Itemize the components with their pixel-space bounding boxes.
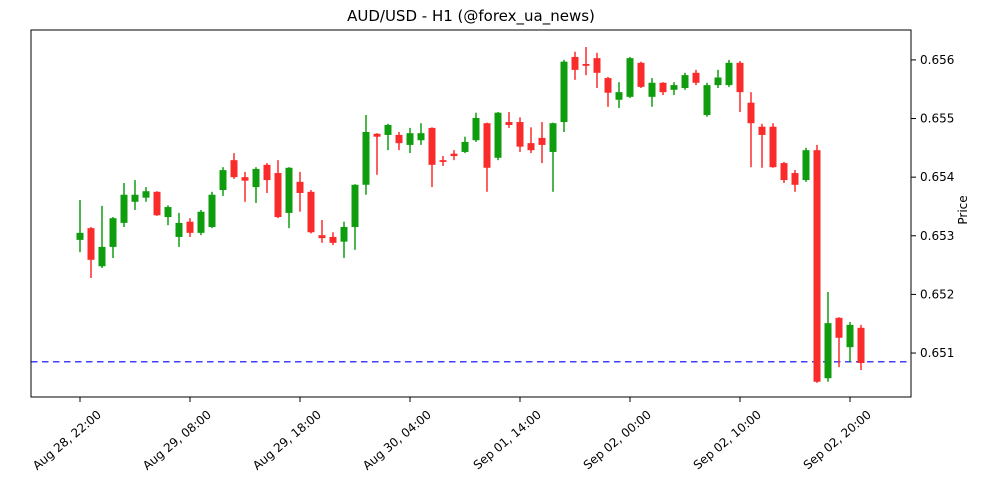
- y-tick-label: 0.654: [920, 170, 954, 184]
- candle-body-down: [736, 62, 744, 93]
- candle-body-down: [153, 191, 161, 216]
- candle-body-up: [406, 133, 414, 145]
- y-tick-label: 0.653: [920, 229, 954, 243]
- plot-dynamic-layer: 0.651 0.652 0.653 0.654 0.655 0.656 Aug 28, 22…: [30, 47, 954, 473]
- candle-body-up: [219, 170, 227, 191]
- candle-body-up: [703, 85, 711, 116]
- candle-body-down: [692, 72, 700, 83]
- candle-body-up: [681, 75, 689, 89]
- candle-body-up: [109, 218, 117, 247]
- candle-body-down: [329, 236, 337, 243]
- candle-body-down: [395, 134, 403, 144]
- candle-body-up: [351, 184, 359, 227]
- candle-body-up: [626, 58, 634, 97]
- candle-body-down: [307, 191, 315, 233]
- y-tick-label: 0.655: [920, 112, 954, 126]
- plot-frame: [30, 29, 912, 398]
- candle-body-down: [516, 122, 524, 147]
- candle-body-down: [428, 127, 436, 165]
- candle-body-down: [439, 160, 447, 162]
- candle-body-down: [296, 181, 304, 193]
- candle-body-up: [197, 211, 205, 233]
- candle-body-up: [362, 132, 370, 185]
- candle-body-up: [846, 324, 854, 348]
- candle-body-up: [494, 112, 502, 158]
- candle-body-up: [252, 168, 260, 188]
- candle-body-up: [802, 150, 810, 181]
- y-tick-label: 0.656: [920, 53, 954, 67]
- candle-body-up: [615, 92, 623, 100]
- y-axis-label: Price: [956, 195, 970, 224]
- candle-body-down: [505, 122, 513, 125]
- candle-body-up: [714, 77, 722, 86]
- candle-body-down: [813, 150, 821, 382]
- candle-body-down: [835, 317, 843, 338]
- x-tick-label: Aug 29, 18:00: [250, 408, 324, 473]
- candle-body-down: [637, 62, 645, 87]
- candle-body-down: [230, 160, 238, 178]
- candle-body-up: [549, 123, 557, 152]
- candle-body-down: [780, 163, 788, 181]
- candle-body-down: [659, 82, 667, 93]
- candle-body-down: [527, 143, 535, 151]
- chart-title: AUD/USD - H1 (@forex_ua_news): [347, 7, 595, 26]
- x-tick-label: Aug 30, 04:00: [360, 408, 434, 473]
- candle-body-up: [560, 61, 568, 123]
- candle-body-up: [120, 194, 128, 223]
- candle-body-up: [670, 85, 678, 90]
- candle-body-down: [186, 221, 194, 233]
- candle-body-up: [417, 133, 425, 141]
- candle-body-down: [538, 137, 546, 145]
- candle-body-up: [76, 232, 84, 240]
- candle-body-up: [164, 207, 172, 218]
- candle-body-up: [131, 194, 139, 202]
- candle-body-up: [648, 82, 656, 97]
- candle-body-up: [461, 141, 469, 152]
- y-tick-label: 0.652: [920, 287, 954, 301]
- x-tick-label: Sep 01, 14:00: [471, 408, 544, 473]
- candle-body-up: [98, 246, 106, 267]
- candle-body-up: [824, 323, 832, 379]
- candle-body-down: [582, 64, 590, 66]
- candle-body-up: [340, 226, 348, 242]
- y-tick-label: 0.651: [920, 346, 954, 360]
- candle-body-up: [384, 124, 392, 135]
- candle-body-up: [285, 167, 293, 213]
- candle-body-down: [483, 123, 491, 168]
- candle-body-down: [593, 58, 601, 73]
- candle-body-up: [208, 194, 216, 227]
- candle-body-down: [318, 235, 326, 239]
- candle-body-down: [263, 164, 271, 181]
- x-tick-label: Sep 02, 00:00: [581, 408, 654, 473]
- candle-body-up: [725, 62, 733, 86]
- candle-body-down: [747, 102, 755, 124]
- x-tick-label: Sep 02, 20:00: [801, 408, 874, 473]
- x-tick-label: Aug 28, 22:00: [30, 408, 104, 473]
- x-tick-label: Aug 29, 08:00: [140, 408, 214, 473]
- candle-body-up: [142, 191, 150, 198]
- candle-body-down: [274, 173, 282, 218]
- candle-body-down: [373, 133, 381, 137]
- candle-body-down: [758, 126, 766, 135]
- candle-body-down: [87, 228, 95, 260]
- candle-body-up: [175, 222, 183, 237]
- candle-body-down: [241, 177, 249, 181]
- candle-body-down: [857, 327, 865, 363]
- candle-body-down: [769, 126, 777, 168]
- x-tick-label: Sep 02, 10:00: [691, 408, 764, 473]
- candle-body-down: [791, 173, 799, 185]
- candle-body-up: [472, 117, 480, 141]
- candle-body-down: [604, 78, 612, 93]
- candle-body-down: [450, 153, 458, 157]
- candle-body-down: [571, 56, 579, 70]
